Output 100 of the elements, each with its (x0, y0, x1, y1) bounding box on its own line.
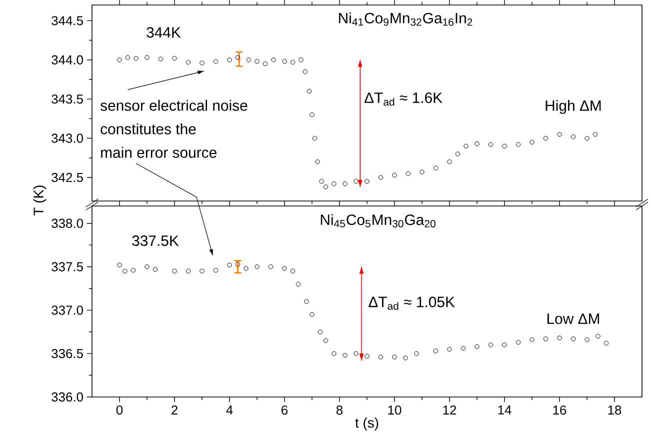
y-tick-label: 336.5 (52, 348, 83, 358)
point (244, 266, 248, 271)
point (530, 140, 534, 145)
point (200, 60, 204, 66)
point (298, 58, 304, 62)
point (236, 264, 240, 269)
point (144, 264, 150, 270)
point (271, 58, 276, 62)
point (262, 61, 268, 66)
y-tick-label: 338.0 (52, 218, 84, 228)
point (125, 55, 130, 60)
x-tick-label: 16 (553, 405, 566, 415)
point (144, 55, 150, 60)
point (455, 152, 460, 156)
point (447, 159, 452, 164)
point (342, 181, 348, 186)
y-tick-label: 342.5 (52, 172, 83, 182)
annotation: sensor electrical noise (100, 100, 248, 111)
y-tick-label: 337.5 (52, 262, 83, 272)
point (557, 132, 562, 137)
point (290, 60, 296, 65)
x-tick-label: 8 (336, 405, 343, 415)
y-tick-label: 343.5 (52, 94, 83, 104)
point (227, 58, 232, 62)
point (318, 330, 323, 334)
x-tick-label: 12 (443, 405, 456, 415)
y-tick-label: 344.0 (52, 55, 84, 64)
point (474, 344, 480, 349)
point (420, 170, 424, 174)
point (172, 268, 177, 274)
point (460, 346, 466, 351)
annotation: ΔT$_{ad}$ ≈ 1.6K (364, 92, 442, 106)
point (403, 356, 408, 360)
point (570, 134, 576, 140)
point (296, 282, 301, 286)
point (433, 166, 438, 170)
point (378, 175, 384, 180)
point (464, 144, 468, 148)
point (392, 354, 397, 360)
point (282, 59, 287, 64)
x-tick-label: 10 (388, 405, 402, 415)
y-tick-label: 343.0 (52, 134, 84, 143)
point (378, 354, 384, 360)
point (246, 58, 252, 62)
point (530, 337, 534, 342)
point (354, 351, 358, 356)
point (117, 262, 122, 268)
point (227, 262, 232, 268)
point (414, 351, 419, 356)
point (406, 171, 411, 176)
point (354, 179, 358, 184)
point (186, 268, 191, 274)
point (332, 181, 336, 186)
text: Ni$_{41}$Co$_{9}$Mn$_{32}$Ga$_{16}$In$_{2}$ (339, 12, 472, 26)
x-tick-label: 6 (282, 405, 288, 415)
point (302, 69, 308, 74)
point (570, 336, 576, 342)
point (213, 59, 218, 64)
point (557, 336, 562, 340)
annotation: High ΔM (546, 100, 601, 114)
x-tick-label: 14 (498, 405, 512, 414)
point (342, 352, 348, 358)
y-tick-label: 337.0 (52, 306, 84, 315)
point (304, 299, 309, 304)
annotation: ΔT$_{ad}$ ≈ 1.05K (368, 296, 455, 310)
point (433, 348, 438, 354)
point (186, 60, 191, 65)
y-axis-title: T (K) (33, 186, 46, 216)
y-tick-label: 344.5 (52, 16, 83, 26)
point (319, 179, 324, 184)
point (254, 264, 260, 270)
point (290, 268, 296, 274)
x-axis-title: t (s) (355, 417, 378, 430)
point (213, 268, 218, 273)
point (543, 136, 548, 141)
point (172, 56, 177, 61)
point (516, 340, 521, 345)
point (584, 136, 590, 141)
point (474, 141, 480, 146)
point (310, 112, 314, 118)
point (134, 56, 138, 61)
point (323, 338, 328, 343)
annotation: constitutes the (100, 123, 196, 134)
annotation: Low ΔM (547, 314, 600, 324)
x-tick-label: 18 (608, 405, 622, 415)
point (310, 312, 314, 317)
point (332, 351, 336, 356)
point (392, 172, 397, 178)
point (447, 346, 452, 352)
point (200, 268, 204, 274)
point (282, 266, 287, 271)
point (543, 336, 548, 342)
point (122, 268, 128, 274)
point (158, 56, 164, 62)
point (502, 144, 507, 148)
annotation: Ni$_{45}$Co$_{5}$Mn$_{30}$Ga$_{20}$ (320, 214, 436, 228)
y-tick-label: 336.0 (52, 392, 84, 402)
point (323, 184, 328, 190)
annotation: main error source (101, 146, 216, 158)
point (592, 132, 598, 137)
